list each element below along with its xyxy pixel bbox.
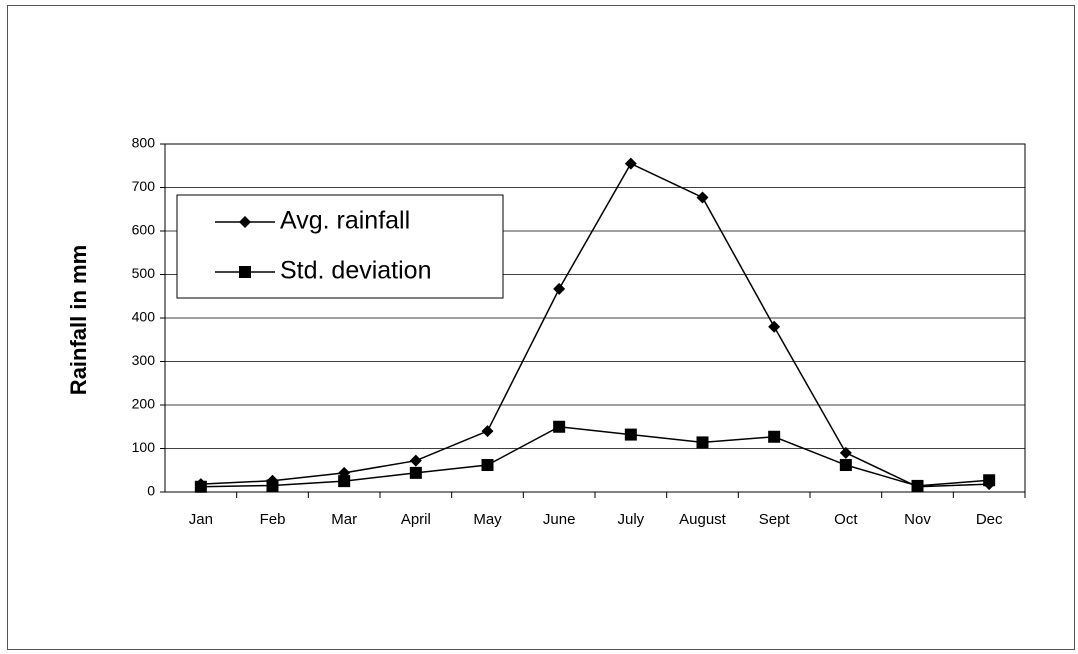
legend-marker <box>239 266 251 278</box>
x-tick-label: Mar <box>331 511 357 528</box>
point <box>553 420 566 433</box>
point <box>768 320 781 333</box>
y-tick-label: 300 <box>132 352 156 368</box>
legend-box <box>176 194 504 299</box>
x-tick-label: May <box>473 511 502 528</box>
x-tick-label: Jan <box>189 511 213 528</box>
x-tick-label: July <box>617 511 644 528</box>
point <box>338 475 351 488</box>
point <box>624 157 637 170</box>
point <box>839 459 852 472</box>
point <box>194 480 207 493</box>
point <box>409 466 422 479</box>
y-tick-label: 100 <box>132 439 156 455</box>
point <box>409 454 422 467</box>
point <box>481 425 494 438</box>
y-tick-label: 500 <box>132 265 156 281</box>
y-tick-label: 700 <box>132 178 156 194</box>
legend-marker <box>239 216 251 228</box>
point <box>983 474 996 487</box>
y-tick-label: 800 <box>132 135 156 151</box>
point <box>553 282 566 295</box>
x-tick-label: Feb <box>260 511 286 528</box>
legend-label: Std. deviation <box>280 257 432 285</box>
series-line <box>200 425 990 488</box>
frame <box>7 5 1075 650</box>
point <box>266 479 279 492</box>
y-tick-label: 400 <box>132 309 156 325</box>
x-tick-label: Dec <box>976 511 1003 528</box>
x-tick-label: Oct <box>834 511 858 528</box>
y-tick-label: 600 <box>132 222 156 238</box>
y-tick-label: 200 <box>132 396 156 412</box>
x-tick-label: April <box>401 511 431 528</box>
series-line <box>200 162 990 488</box>
y-axis-label: Rainfall in mm <box>66 245 91 395</box>
point <box>696 436 709 449</box>
point <box>696 191 709 204</box>
point <box>768 430 781 443</box>
point <box>911 479 924 492</box>
y-tick-label: 0 <box>147 483 155 499</box>
point <box>624 428 637 441</box>
x-tick-label: June <box>543 511 576 528</box>
legend-label: Avg. rainfall <box>280 207 410 235</box>
point <box>481 459 494 472</box>
x-tick-label: August <box>679 511 727 528</box>
x-tick-label: Nov <box>904 511 931 528</box>
point <box>839 446 852 459</box>
x-tick-label: Sept <box>759 511 791 528</box>
